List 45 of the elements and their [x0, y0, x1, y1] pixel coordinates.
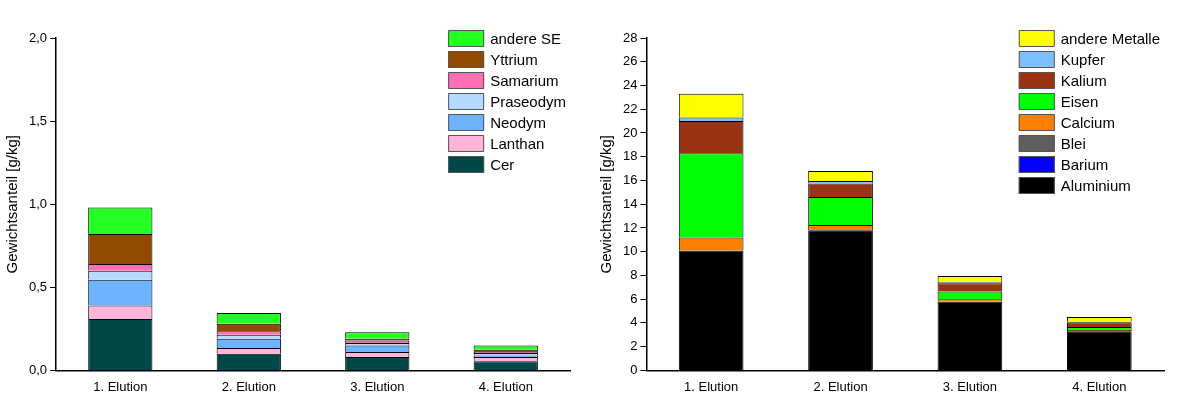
legend-label: Yttrium	[490, 50, 538, 68]
y-tick-label: 16	[622, 172, 638, 188]
y-tick-label: 2,0	[28, 29, 48, 45]
y-tick-label: 4	[630, 314, 638, 330]
legend-label: Blei	[1060, 134, 1086, 152]
x-tick-label: 4. Elution	[478, 378, 533, 394]
x-tick-label: 2. Elution	[221, 378, 276, 394]
y-tick-label: 2	[630, 338, 638, 354]
x-tick-label: 3. Elution	[942, 378, 998, 394]
legend-label: Barium	[1060, 155, 1109, 173]
y-tick-label: 12	[622, 219, 638, 235]
y-axis-title: Gewichtsanteil [g/kg]	[3, 135, 21, 274]
y-tick-label: 28	[622, 29, 638, 45]
legend-label: Calcium	[1060, 113, 1115, 131]
legend-label: Eisen	[1060, 92, 1099, 110]
y-tick-label: 14	[622, 195, 638, 211]
y-tick-label: 22	[622, 100, 638, 116]
legend-label: Samarium	[490, 71, 559, 89]
y-tick-label: 6	[630, 290, 638, 306]
legend-label: Lanthan	[490, 134, 545, 152]
legend-label: Aluminium	[1060, 176, 1131, 194]
y-tick-label: 0,0	[28, 361, 48, 377]
legend-label: Neodym	[490, 113, 546, 131]
x-tick-label: 4. Elution	[1072, 378, 1127, 394]
legend-label: Kupfer	[1060, 50, 1105, 68]
x-tick-label: 3. Elution	[350, 378, 405, 394]
y-tick-label: 8	[630, 267, 638, 283]
y-axis-title: Gewichtsanteil [g/kg]	[597, 135, 615, 274]
legend-label: Cer	[490, 155, 515, 173]
y-tick-label: 0	[630, 361, 638, 377]
legend-label: Praseodym	[490, 92, 567, 110]
y-tick-label: 1,0	[28, 195, 48, 211]
y-tick-label: 26	[622, 53, 638, 69]
x-tick-label: 1. Elution	[684, 378, 739, 394]
y-tick-label: 1,5	[28, 112, 48, 128]
legend-label: Kalium	[1060, 71, 1107, 89]
y-tick-label: 10	[622, 243, 638, 259]
y-tick-label: 20	[622, 124, 638, 140]
legend-label: andere SE	[490, 29, 562, 47]
y-tick-label: 0,5	[28, 278, 48, 294]
y-tick-label: 24	[622, 77, 638, 93]
x-tick-label: 2. Elution	[813, 378, 868, 394]
legend-label: andere Metalle	[1060, 29, 1161, 47]
x-tick-label: 1. Elution	[93, 378, 148, 394]
y-tick-label: 18	[622, 148, 638, 164]
